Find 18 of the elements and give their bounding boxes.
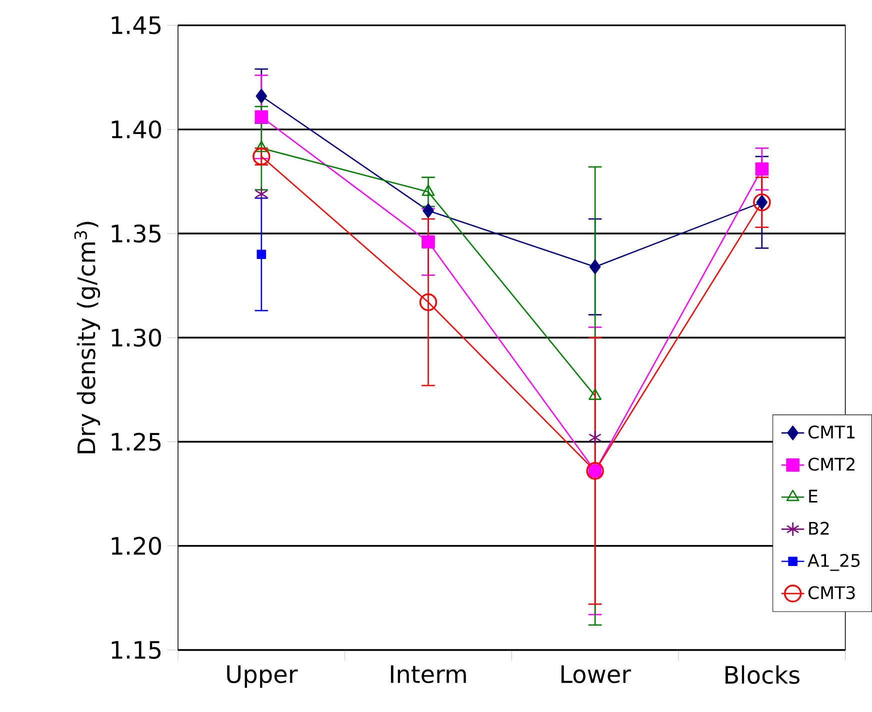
y-tick-label: 1.45	[112, 16, 161, 34]
legend-label: CMT2	[808, 458, 854, 471]
y-tick-label: 1.20	[112, 536, 162, 555]
x-tick-label: Upper	[227, 665, 298, 688]
legend-label: CMT1	[808, 425, 855, 439]
y-tick-label: 1.40	[112, 120, 162, 139]
x-tick-label: Blocks	[726, 665, 800, 684]
y-axis-title: Dry density (g/cm$^{3}$)	[74, 222, 100, 454]
y-tick-label: 1.30	[112, 328, 162, 347]
y-tick-label: 1.35	[112, 224, 161, 243]
x-tick-label: Interm	[390, 665, 466, 684]
legend-label: E	[809, 490, 818, 502]
legend-label: CMT3	[808, 586, 855, 600]
legend-label: B2	[809, 522, 829, 535]
x-tick-label: Lower	[561, 665, 632, 684]
legend-label: A1_25	[808, 554, 860, 571]
y-tick-label: 1.25	[112, 432, 161, 451]
y-tick-label: 1.15	[112, 641, 161, 659]
